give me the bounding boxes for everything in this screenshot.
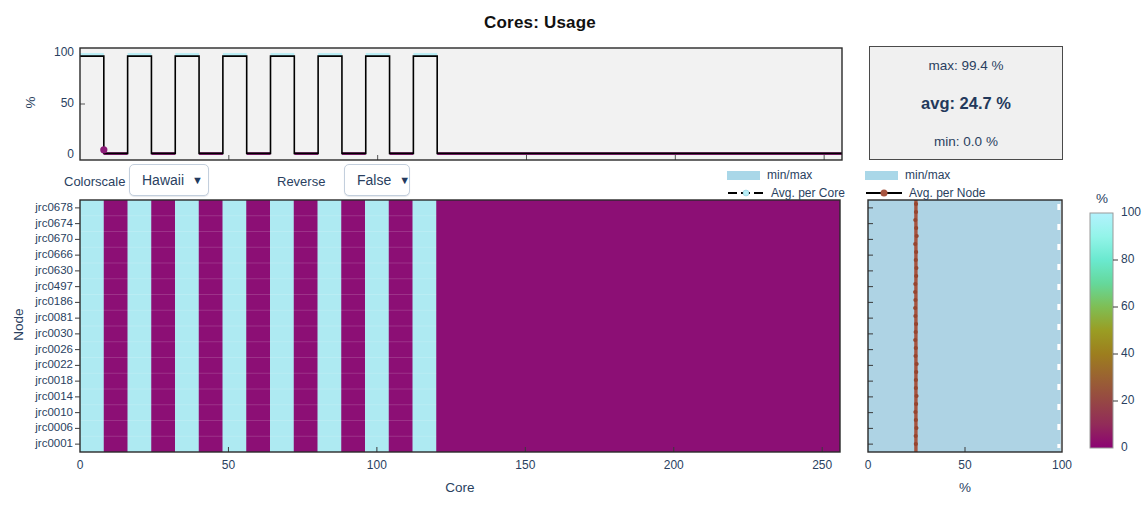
minmax-band-swatch: [865, 171, 898, 180]
legend-per-core: min/max Avg. per Core: [727, 166, 845, 202]
cores-usage-dashboard: Cores: Usage 050100%jrc0678jrc0674jrc067…: [0, 0, 1146, 506]
usage-stats-panel: max: 99.4 % avg: 24.7 % min: 0.0 %: [869, 46, 1063, 160]
colorbar: [1090, 213, 1118, 448]
avg-per-core-line-sample: [727, 188, 765, 198]
colorscale-dropdown[interactable]: Hawaii ▼: [129, 164, 209, 196]
stat-avg: avg: 24.7 %: [921, 94, 1011, 113]
node-minmax-band: [868, 200, 1061, 452]
stat-min: min: 0.0 %: [934, 134, 998, 149]
chevron-down-icon: ▼: [399, 174, 410, 186]
legend-avg-node-label: Avg. per Node: [909, 186, 986, 200]
chevron-down-icon: ▼: [192, 174, 203, 186]
core-usage-heatmap[interactable]: [75, 200, 840, 452]
reverse-label: Reverse: [277, 174, 325, 189]
stat-max: max: 99.4 %: [928, 58, 1003, 73]
minmax-band-swatch: [727, 171, 760, 180]
avg-core-marker-dot: [100, 146, 107, 153]
avg-per-node-line-sample: [865, 188, 903, 198]
colorscale-dropdown-value: Hawaii: [142, 172, 184, 188]
legend-minmax-label: min/max: [767, 168, 812, 182]
per-node-minmax-chart[interactable]: [868, 200, 1062, 452]
reverse-dropdown-value: False: [357, 172, 391, 188]
colorscale-label: Colorscale: [64, 174, 125, 189]
reverse-dropdown[interactable]: False ▼: [344, 164, 410, 196]
legend-minmax-label: min/max: [905, 168, 950, 182]
avg-per-core-chart[interactable]: [80, 48, 842, 160]
legend-avg-core-label: Avg. per Core: [771, 186, 845, 200]
legend-per-node: min/max Avg. per Node: [865, 166, 986, 202]
